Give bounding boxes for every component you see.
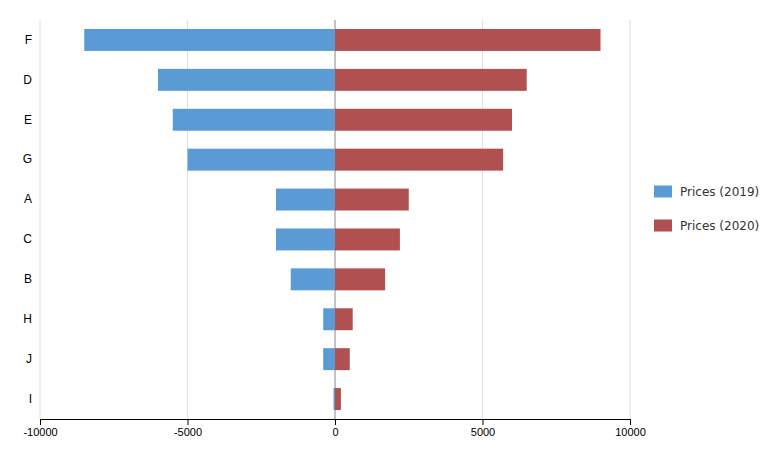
tick-label: I [29,392,32,406]
legend-label: Prices (2020) [680,219,759,233]
tick: C [23,232,32,246]
bar [335,348,350,370]
bar [335,69,527,91]
series [84,29,335,410]
legend-label: Prices (2019) [680,185,759,199]
tick-label: B [24,272,32,286]
legend-swatch [654,186,672,198]
series [335,29,601,410]
tick-label: -5000 [174,426,202,438]
tick-mark [40,419,41,425]
bar [335,109,512,131]
legend-swatch [654,220,672,232]
bar [276,228,335,250]
bar [276,189,335,211]
tick-mark [188,419,189,425]
tick: H [23,312,32,326]
bars [84,29,600,410]
tick-label: D [23,73,32,87]
tick: D [23,73,32,87]
tick: E [24,113,32,127]
tick-label: H [23,312,32,326]
bar [323,348,335,370]
tick-label: A [24,192,32,206]
y-axis: F D E G A C B H J I [23,33,33,406]
bar [335,29,601,51]
tick-label: G [23,152,32,166]
tick: 5000 [471,419,495,438]
tick-label: C [23,232,32,246]
tick: -10000 [23,419,57,438]
tick-label: E [24,113,32,127]
grid-line [40,20,41,419]
legend-item: Prices (2020) [654,219,759,233]
tick: A [24,192,32,206]
plot: -10000 -5000 0 5000 10000 F D E G A C B H J I [23,20,646,438]
grid [40,20,630,419]
tick: G [23,152,32,166]
legend-item: Prices (2019) [654,185,759,199]
tick-label: J [26,352,32,366]
tick: B [24,272,32,286]
tick: F [25,33,32,47]
bar [335,149,503,171]
bar [291,268,335,290]
axis-domain [41,420,631,426]
tick-label: 0 [332,426,338,438]
tick-label: 10000 [615,426,646,438]
chart: -10000 -5000 0 5000 10000 F D E G A C B H J I Prices (2… [0,0,780,459]
bar [335,189,409,211]
bar [158,69,335,91]
bar [173,109,335,131]
tick-label: 5000 [471,426,495,438]
tick: 0 [332,419,338,438]
tick-mark [483,419,484,425]
bar [84,29,335,51]
tick-mark [630,419,631,425]
bar [335,308,353,330]
tick-mark [335,419,336,425]
bar [323,308,335,330]
grid-line [630,20,631,419]
tick: -5000 [174,419,202,438]
tick: I [29,392,32,406]
tick: J [26,352,32,366]
bar [334,388,335,410]
x-axis: -10000 -5000 0 5000 10000 [23,419,645,438]
tick-label: -10000 [23,426,57,438]
bar [335,268,385,290]
tick: 10000 [615,419,646,438]
legend: Prices (2019) Prices (2020) [654,185,759,233]
bar [335,228,400,250]
tick-label: F [25,33,32,47]
bar [188,149,336,171]
bar [335,388,341,410]
